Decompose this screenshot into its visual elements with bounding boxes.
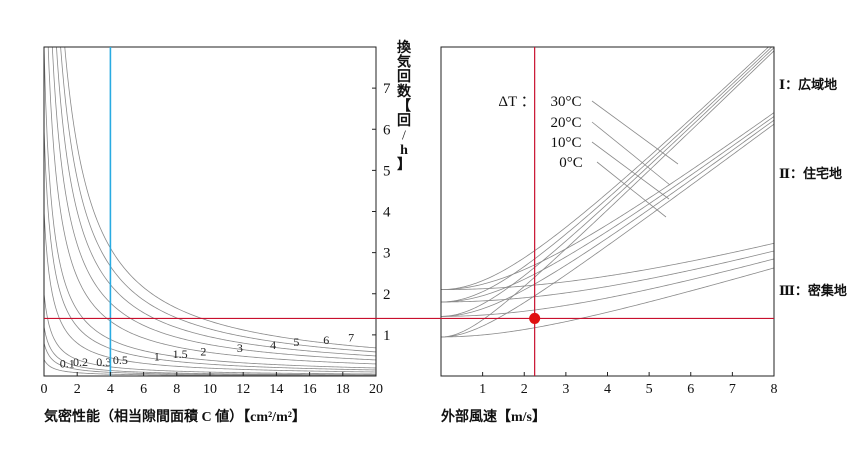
right-frame [440,46,775,377]
curve-label-3: 3 [237,341,243,355]
curve-1 [44,211,376,373]
wind-curve-0-1 [441,47,773,303]
left-y-label-char: 気 [397,54,411,71]
curve-7 [64,47,376,349]
delta-t-leader [596,161,667,218]
curve-label-6: 6 [323,333,329,347]
wind-curve-2-2 [441,258,774,317]
curve-1.5 [44,129,376,371]
right-curves [441,47,774,338]
left-y-label-char: 数 [397,83,412,100]
right-chart: 1 2 3 4 5 6 7 8 ΔT ： 30°C 20°C 10°C 0°C Ⅰ：広域地 Ⅱ：住宅地 Ⅲ：密… [440,46,847,425]
left-y-label-char: 回 [397,113,411,129]
wind-curve-0-2 [441,47,774,317]
intersection-point [529,312,541,324]
left-x-tick-label: 0 [41,382,48,397]
left-y-tick-label: 4 [383,205,391,221]
delta-t-leader [591,100,679,165]
left-x-tick-label: 14 [269,382,283,397]
curve-2 [44,47,376,369]
curve-label-1.5: 1.5 [173,347,188,361]
left-y-tick-label: 2 [383,287,391,303]
left-x-axis-label: 気密性能（相当隙間面積 C 値）【cm²/m²】 [44,408,306,425]
curve-label-0.5: 0.5 [113,353,128,367]
overlay-marks [44,47,774,376]
right-x-tick-label: 4 [604,382,611,397]
left-y-tick-label: 7 [383,81,391,97]
delta-t-label: 0°C [559,155,583,171]
left-x-tick-label: 18 [336,382,350,397]
right-x-tick-label: 3 [562,382,569,397]
wind-curve-2-3 [441,267,774,338]
delta-t-label: 30°C [550,94,581,110]
left-y-label-char: 回 [397,69,411,85]
left-x-tick-label: 16 [303,382,317,397]
delta-t-label: 20°C [550,115,581,131]
wind-curve-1-2 [441,119,774,317]
left-y-label-char: 【 [397,98,411,114]
wind-curve-1-0 [441,112,774,291]
delta-t-leader [591,121,671,186]
left-y-label-char: 換 [397,39,412,56]
region-label: Ⅲ：密集地 [779,283,847,298]
delta-t-title: ΔT ： [498,94,535,110]
right-x-tick-label: 6 [687,382,694,397]
wind-curve-1-1 [441,116,774,303]
left-x-tick-label: 12 [236,382,250,397]
left-x-tick-label: 4 [107,382,114,397]
curve-label-0.2: 0.2 [73,355,88,369]
left-y-tick-label: 5 [383,163,391,179]
left-y-label-char: / [402,129,406,144]
curve-6 [60,47,376,353]
left-y-tick-label: 1 [383,328,391,344]
right-x-tick-label: 5 [646,382,653,397]
delta-t-label: 10°C [550,135,581,151]
curve-3 [47,47,376,365]
wind-curve-0-0 [441,47,770,291]
curve-4 [51,47,376,361]
curve-5 [56,47,376,357]
left-y-label-char: h [400,143,408,158]
wind-curve-0-3 [441,50,774,338]
region-label: Ⅰ：広域地 [779,77,837,92]
wind-curve-2-1 [441,250,774,303]
left-y-label-char: 】 [397,157,411,173]
region-label: Ⅱ：住宅地 [779,166,842,181]
right-x-tick-label: 8 [771,382,778,397]
left-x-tick-label: 8 [173,382,180,397]
left-y-tick-label: 3 [383,246,391,262]
right-x-tick-label: 7 [729,382,736,397]
curve-label-4: 4 [270,338,276,352]
curve-label-2: 2 [200,345,206,359]
left-x-tick-label: 2 [74,382,81,397]
curve-label-5: 5 [293,335,299,349]
right-x-tick-label: 1 [479,382,486,397]
left-curves [44,47,376,376]
curve-label-0.3: 0.3 [96,355,111,369]
left-x-tick-label: 20 [369,382,383,397]
left-x-tick-label: 6 [140,382,147,397]
delta-t-leader [591,141,670,200]
curve-label-7: 7 [348,331,354,345]
wind-curve-2-0 [441,242,774,291]
curve-label-0.1: 0.1 [60,357,75,371]
curve-label-1: 1 [154,350,160,364]
left-chart: 0.10.2 0.3 0.5 1 1.5 2 3 4 5 6 70 2 4 6 8 10 12 14 16 18 201… [41,39,413,425]
right-x-tick-label: 2 [521,382,528,397]
wind-curve-1-3 [441,123,774,338]
left-x-tick-label: 10 [203,382,217,397]
left-y-tick-label: 6 [383,122,391,138]
right-x-axis-label: 外部風速【m/s】 [441,408,546,425]
